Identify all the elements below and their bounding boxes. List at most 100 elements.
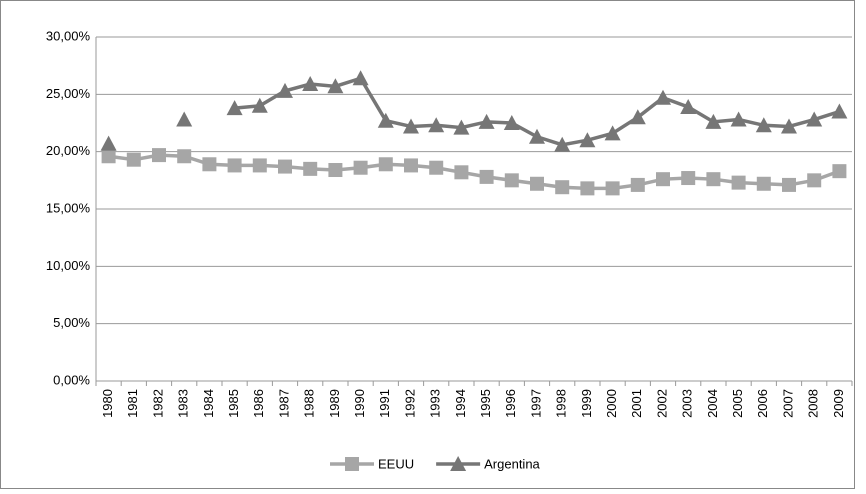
- x-tick-label: 2008: [806, 389, 821, 418]
- data-point: [403, 118, 419, 134]
- data-point: [629, 109, 646, 125]
- data-point: [152, 148, 166, 163]
- x-tick-label: 1996: [503, 389, 518, 418]
- legend: EEUU Argentina: [330, 456, 541, 471]
- data-point: [832, 164, 847, 179]
- data-point: [177, 149, 192, 164]
- data-point: [352, 70, 369, 86]
- data-point: [176, 111, 193, 127]
- x-tick-label: 1987: [276, 389, 291, 418]
- x-tick-label: 2006: [755, 389, 770, 418]
- data-point: [277, 82, 293, 98]
- x-tick-label: 1984: [201, 389, 216, 418]
- data-point: [756, 176, 771, 191]
- data-point: [831, 103, 848, 119]
- data-point: [706, 172, 721, 187]
- data-point: [529, 128, 545, 144]
- data-point: [604, 125, 621, 141]
- x-tick-label: 1999: [579, 389, 594, 418]
- data-point: [126, 152, 141, 167]
- data-point: [782, 177, 796, 192]
- data-point: [377, 112, 394, 128]
- x-tick-label: 1993: [428, 389, 443, 418]
- data-point: [328, 163, 343, 178]
- chart-border: [0, 0, 855, 489]
- data-point: [806, 111, 823, 127]
- data-point: [353, 160, 368, 175]
- x-tick-label: 1995: [478, 389, 493, 418]
- data-point: [303, 161, 318, 176]
- x-tick-label: 2003: [680, 389, 695, 418]
- data-point: [681, 171, 696, 186]
- data-point: [705, 113, 722, 129]
- x-tick-label: 1998: [554, 389, 569, 418]
- x-tick-label: 1985: [226, 389, 241, 418]
- legend-label: Argentina: [484, 456, 540, 471]
- data-point: [100, 135, 117, 151]
- data-point: [428, 117, 445, 133]
- x-tick-label: 2009: [831, 389, 846, 418]
- data-point: [302, 76, 319, 92]
- data-point: [504, 173, 519, 188]
- data-point: [404, 158, 418, 173]
- data-point: [807, 173, 822, 188]
- x-tick-label: 2005: [730, 389, 745, 418]
- data-point: [479, 169, 494, 184]
- x-tick-label: 2004: [705, 389, 720, 418]
- x-tick-label: 1990: [352, 389, 367, 418]
- data-point: [478, 113, 495, 129]
- data-point: [453, 119, 470, 135]
- data-point: [251, 97, 268, 113]
- x-tick-label: 1997: [528, 389, 543, 418]
- data-point: [227, 158, 242, 173]
- data-point: [655, 89, 671, 105]
- data-point: [530, 176, 544, 191]
- legend-marker: [450, 456, 467, 471]
- y-tick-label: 25,00%: [46, 86, 91, 101]
- x-tick-label: 1982: [150, 389, 165, 418]
- data-point: [605, 181, 620, 196]
- x-tick-label: 1991: [377, 389, 392, 418]
- x-tick-label: 2001: [629, 389, 644, 418]
- data-point: [226, 100, 243, 116]
- data-point: [781, 118, 797, 134]
- data-point: [731, 175, 746, 190]
- x-tick-label: 1983: [176, 389, 191, 418]
- x-tick-label: 1988: [302, 389, 317, 418]
- data-point: [327, 78, 344, 94]
- y-tick-label: 20,00%: [46, 143, 91, 158]
- data-point: [555, 180, 570, 195]
- data-point: [580, 181, 595, 196]
- x-tick-label: 1981: [125, 389, 140, 418]
- x-tick-label: 1994: [453, 389, 468, 418]
- data-point: [454, 165, 469, 180]
- data-point: [429, 160, 444, 175]
- data-point: [730, 111, 747, 127]
- data-point: [202, 157, 217, 172]
- x-tick-label: 1980: [100, 389, 115, 418]
- x-tick-label: 1986: [251, 389, 266, 418]
- data-point: [755, 117, 772, 133]
- data-point: [630, 177, 645, 192]
- data-point: [503, 115, 520, 130]
- data-point: [278, 159, 292, 174]
- data-point: [680, 98, 697, 114]
- data-point: [656, 172, 670, 187]
- data-point: [579, 132, 596, 148]
- y-tick-label: 15,00%: [46, 200, 91, 215]
- legend-label: EEUU: [378, 456, 414, 471]
- legend-marker: [345, 457, 359, 471]
- data-point: [554, 136, 571, 152]
- data-point: [252, 158, 267, 173]
- x-tick-label: 2007: [780, 389, 795, 418]
- x-tick-label: 1992: [402, 389, 417, 418]
- data-point: [101, 149, 116, 164]
- y-tick-label: 5,00%: [53, 315, 90, 330]
- x-tick-label: 2000: [604, 389, 619, 418]
- y-tick-label: 30,00%: [46, 28, 91, 43]
- x-tick-label: 2002: [654, 389, 669, 418]
- data-point: [378, 157, 393, 172]
- x-tick-label: 1989: [327, 389, 342, 418]
